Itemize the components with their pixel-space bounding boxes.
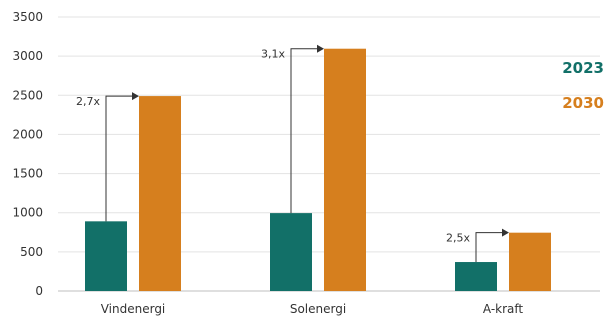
bar-solenergi-2030 <box>324 48 366 291</box>
growth-multiplier-label: 2,5x <box>446 232 470 245</box>
category-label: Solenergi <box>290 302 346 316</box>
bar-vindenergi-2030 <box>139 96 181 291</box>
growth-arrow-head <box>132 92 139 101</box>
y-tick-label: 3000 <box>12 49 43 63</box>
growth-multiplier-label: 2,7x <box>76 95 100 108</box>
growth-arrow-head <box>502 228 509 237</box>
growth-multiplier-label: 3,1x <box>261 48 285 61</box>
growth-arrow-line <box>105 95 133 222</box>
category-label: Vindenergi <box>101 302 166 316</box>
bar-vindenergi-2023 <box>85 221 127 291</box>
legend-item-2030: 2030 <box>562 94 604 112</box>
growth-arrows: 2,7x 3,1x 2,5x <box>76 44 509 263</box>
y-tick-label: 2500 <box>12 88 43 102</box>
growth-arrow-line <box>475 232 503 263</box>
growth-arrow-head <box>317 44 324 53</box>
category-label: A-kraft <box>483 302 524 316</box>
y-tick-label: 1000 <box>12 206 43 220</box>
bar-a-kraft-2023 <box>455 262 497 291</box>
y-tick-label: 1500 <box>12 167 43 181</box>
growth-arrow-line <box>290 48 318 214</box>
y-tick-label: 500 <box>20 245 43 259</box>
y-tick-label: 3500 <box>12 10 43 24</box>
legend: 2023 2030 <box>562 59 604 112</box>
x-axis-labels: Vindenergi Solenergi A-kraft <box>101 302 524 316</box>
bars <box>85 48 551 291</box>
bar-solenergi-2023 <box>270 213 312 291</box>
y-tick-label: 0 <box>35 284 43 298</box>
y-axis-ticks: 0 500 1000 1500 2000 2500 3000 3500 <box>12 10 43 298</box>
y-tick-label: 2000 <box>12 127 43 141</box>
bar-a-kraft-2030 <box>509 232 551 291</box>
legend-item-2023: 2023 <box>562 59 604 77</box>
